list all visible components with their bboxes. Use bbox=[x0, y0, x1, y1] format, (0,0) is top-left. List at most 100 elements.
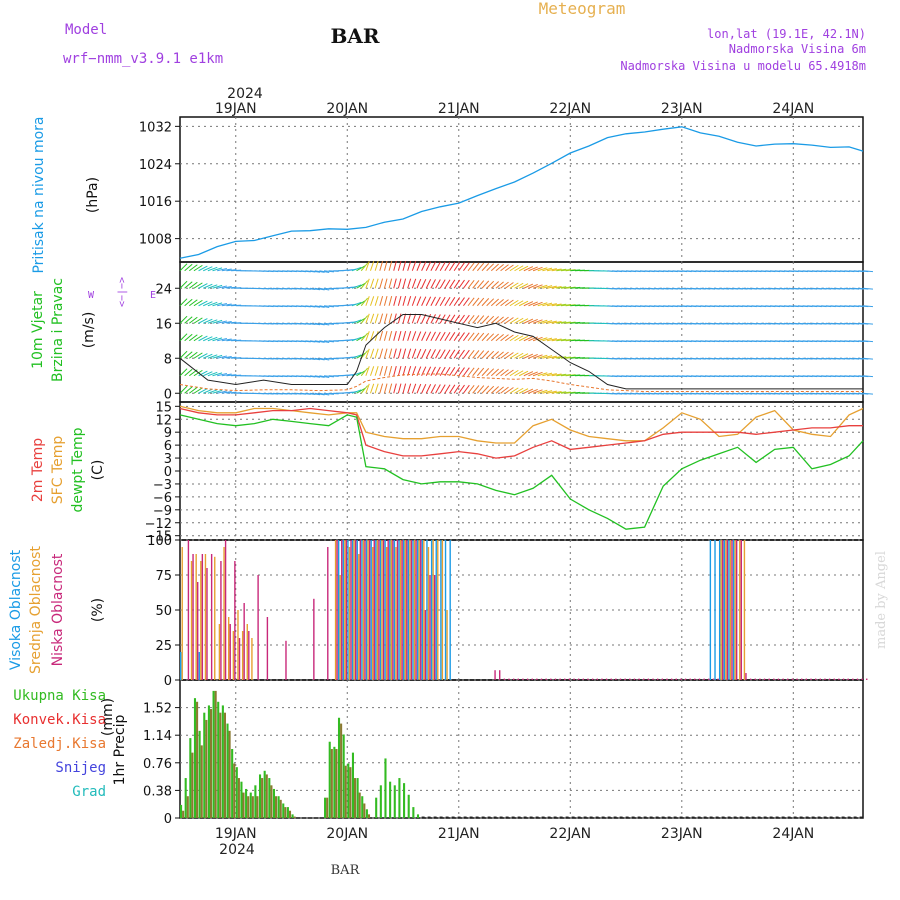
wind-barb bbox=[556, 268, 567, 272]
wind-barb bbox=[551, 373, 562, 377]
wind-barb bbox=[425, 331, 432, 341]
wind-barb bbox=[193, 334, 203, 342]
wind-barb bbox=[305, 392, 316, 396]
wind-barb bbox=[314, 305, 325, 308]
wind-barb bbox=[546, 390, 557, 394]
wind-barb bbox=[323, 322, 335, 325]
wind-barb bbox=[551, 321, 562, 324]
lonlat-text: lon,lat (19.1E, 42.1N) bbox=[707, 27, 866, 41]
precip-convective-bar bbox=[284, 807, 287, 818]
wind-barb bbox=[310, 340, 321, 343]
precip-convective-bar bbox=[214, 690, 217, 818]
wind-barbs bbox=[179, 260, 874, 396]
wind-barb bbox=[370, 366, 375, 376]
cloud-bar bbox=[554, 678, 557, 680]
cloud-bar bbox=[210, 554, 213, 680]
wind-barb bbox=[444, 296, 451, 307]
precip-convective-bar bbox=[191, 752, 194, 818]
precip-total-bar bbox=[412, 807, 415, 818]
wind-barb bbox=[388, 295, 393, 306]
top-x-tick-label: 21JAN bbox=[438, 101, 480, 117]
wind-barb bbox=[486, 298, 495, 307]
wind-barb bbox=[463, 384, 470, 394]
wind-barb bbox=[532, 319, 543, 324]
wind-barb bbox=[411, 313, 417, 324]
wind-barb bbox=[198, 353, 208, 359]
wind-barb bbox=[532, 354, 543, 359]
wind-barb bbox=[486, 350, 495, 359]
wind-barb bbox=[518, 370, 529, 377]
cloud-bar bbox=[430, 540, 433, 680]
wind-barb bbox=[467, 350, 475, 359]
wind-barb bbox=[217, 337, 228, 342]
wind-barb bbox=[383, 313, 388, 324]
wind-barb bbox=[416, 383, 422, 394]
wind-barb bbox=[439, 331, 446, 342]
cloud-bar bbox=[412, 540, 414, 680]
cloud-bar bbox=[365, 540, 368, 680]
wind-barb bbox=[421, 278, 427, 289]
wind-barb bbox=[546, 268, 557, 272]
wind-barb bbox=[453, 349, 461, 359]
wind-barb bbox=[374, 366, 379, 376]
cloud-bar bbox=[842, 678, 845, 680]
wind-barb bbox=[532, 389, 543, 394]
cloud-bar bbox=[526, 678, 529, 680]
wind-barb bbox=[356, 317, 366, 324]
wind-barb bbox=[532, 371, 543, 377]
y-tick-label: 25 bbox=[155, 639, 172, 654]
panel-gridlines bbox=[235, 117, 794, 818]
wind-barb bbox=[388, 330, 393, 341]
wind-barb bbox=[407, 313, 412, 324]
wind-barb bbox=[351, 336, 362, 342]
wind-barb bbox=[374, 313, 379, 324]
wind-barb bbox=[305, 357, 316, 361]
wind-barb bbox=[305, 287, 316, 291]
wind-barb bbox=[560, 373, 571, 377]
cloud-bar bbox=[661, 678, 664, 680]
wind-barb bbox=[481, 280, 490, 289]
wind-barb bbox=[393, 330, 397, 341]
cloud-bar bbox=[339, 575, 341, 680]
cloud-bar bbox=[426, 540, 428, 680]
wind-barb bbox=[439, 261, 446, 272]
wind-barb bbox=[411, 278, 417, 289]
wind-barb bbox=[323, 375, 335, 378]
precip-total-bar bbox=[356, 778, 359, 818]
wind-barb bbox=[467, 280, 475, 289]
wind-barb bbox=[458, 332, 465, 342]
wind-barb bbox=[217, 267, 228, 272]
wind-barb bbox=[449, 314, 456, 324]
wind-barb bbox=[458, 349, 465, 359]
wind-barb bbox=[518, 283, 529, 289]
wind-barb bbox=[504, 369, 514, 377]
wind-barb bbox=[500, 264, 509, 272]
wind-barb bbox=[472, 280, 480, 289]
wind-barb bbox=[514, 370, 524, 377]
wind-barb bbox=[193, 299, 203, 307]
wind-barb bbox=[532, 266, 543, 272]
wind-barb bbox=[509, 387, 519, 394]
cloud-bar bbox=[420, 540, 422, 680]
wind-barb bbox=[486, 263, 495, 272]
precip-total-bar bbox=[245, 788, 248, 818]
wind-barb bbox=[504, 282, 514, 289]
wind-barb bbox=[305, 340, 316, 343]
wind-barb bbox=[365, 313, 370, 324]
wind-barb bbox=[495, 298, 504, 307]
wind-barb bbox=[397, 383, 402, 394]
cloud-bar bbox=[596, 678, 598, 680]
wind-barb bbox=[356, 387, 366, 394]
precip-total-bar bbox=[361, 796, 364, 818]
wind-barb bbox=[323, 287, 335, 290]
wind-barb bbox=[467, 367, 475, 377]
precip-total-bar bbox=[268, 778, 271, 818]
wind-barb bbox=[365, 383, 370, 394]
cloud-bar bbox=[540, 678, 543, 680]
wind-barb bbox=[198, 318, 208, 324]
wind-barb bbox=[467, 262, 475, 272]
cloud-bar bbox=[508, 678, 510, 680]
y-tick-label: −15 bbox=[145, 530, 172, 545]
cloud-bar bbox=[201, 554, 204, 680]
cloud-bar bbox=[833, 678, 835, 680]
